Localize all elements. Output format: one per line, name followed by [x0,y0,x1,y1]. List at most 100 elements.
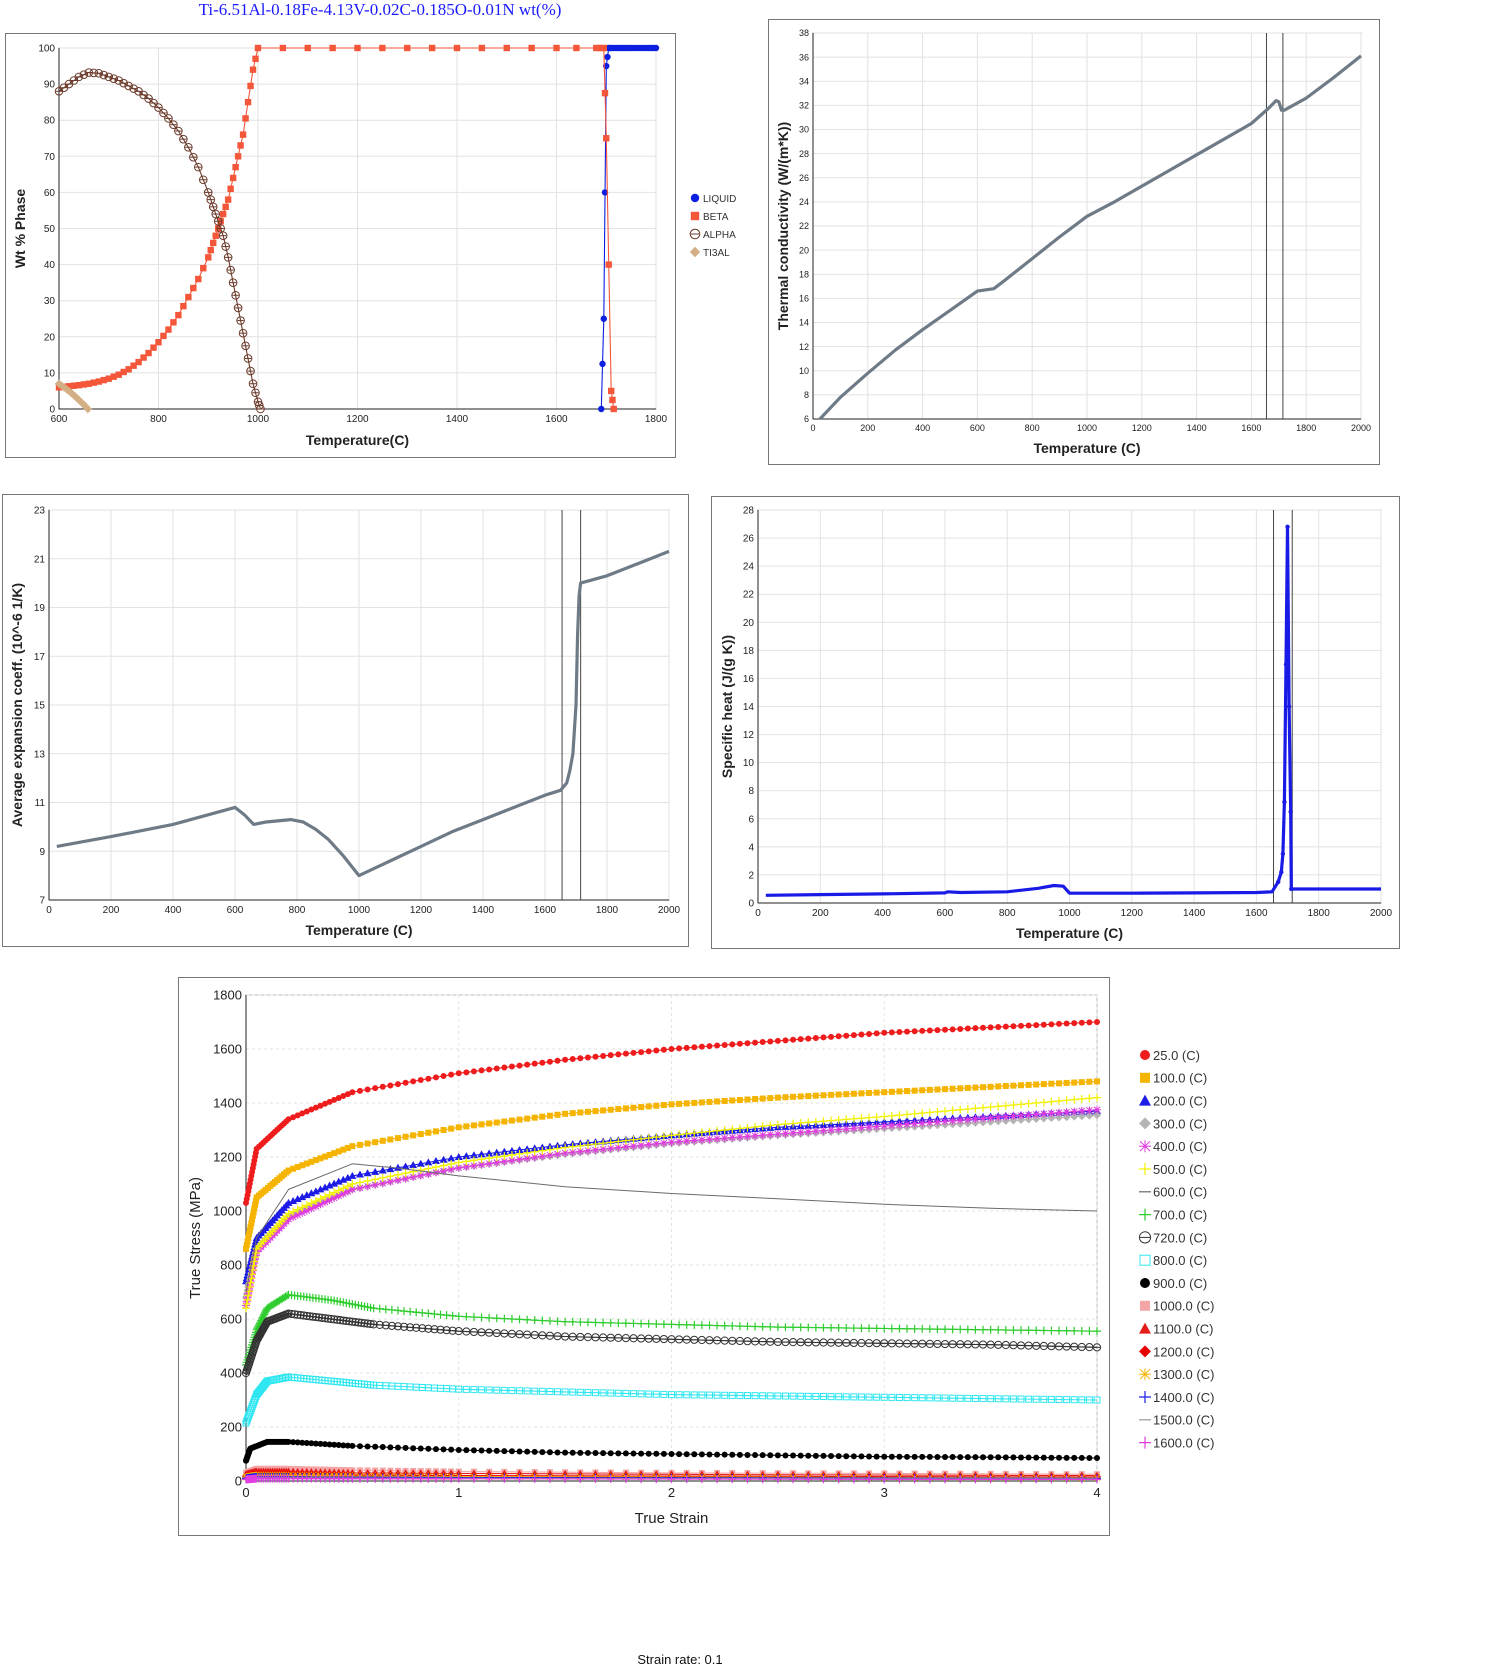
flow_stress-legend-label: 300.0 (C) [1153,1116,1207,1131]
phase-point [528,44,535,52]
flow_stress-point [857,1324,866,1333]
flow_stress-point [956,1105,965,1114]
flow_stress-point [986,1113,995,1122]
flow_stress-point [797,1452,804,1459]
flow_stress-point [321,1192,330,1201]
flow_stress-point [781,1129,790,1138]
flow_stress-point [987,1454,994,1461]
flow_stress-point [911,1028,918,1035]
flow_stress-point [925,1118,934,1127]
flow_stress-point [1085,1106,1094,1115]
flow_stress-point [355,1183,364,1192]
flow_stress-point [431,1163,440,1172]
flow_stress-point [294,1164,301,1171]
expansion-xtick-label: 2000 [658,905,681,916]
flow_stress-point [789,1323,798,1332]
flow_stress-point [312,1104,319,1111]
flow_stress-point [462,1152,471,1160]
flow_stress-point [782,1452,789,1459]
flow_stress-point [470,1386,478,1394]
flow_stress-point [344,1091,351,1098]
flow_stress-point [811,1127,820,1136]
flow_stress-point [308,1158,315,1165]
flow_stress-point [766,1392,774,1400]
flow_stress-point [751,1122,760,1131]
flow_stress-point [592,1108,599,1115]
flow_stress-point [1055,1113,1064,1122]
flow_stress-point [1056,1020,1063,1027]
flow_stress-point [1024,1326,1033,1335]
flow_stress-point [758,1322,767,1331]
flow_stress-point [796,1118,805,1127]
flow_stress-point [515,1474,524,1483]
flow_stress-point [401,1169,410,1178]
flow_stress-point [804,1323,813,1332]
flow_stress-point [903,1120,912,1129]
flow_stress-point [682,1320,691,1329]
thermal-ytick-label: 34 [799,76,809,86]
phase-point [170,319,177,326]
flow_stress-point [843,1091,850,1098]
flow_stress-point [1055,1096,1064,1105]
flow_stress-point [425,1445,432,1452]
flow_stress-point [721,1041,728,1048]
phase-legend-marker [689,246,701,258]
flow_stress-point [1062,1475,1071,1484]
flow_stress-legend-marker [1140,1278,1150,1288]
flow_stress-point [697,1475,706,1484]
flow_stress-point [1056,1080,1063,1087]
flow_stress-point [926,1027,933,1034]
flow_stress-point [562,1110,569,1117]
phase-point [85,380,93,387]
phase-point [83,404,93,414]
flow_stress-point [849,1114,858,1123]
phase-point [95,378,102,385]
flow_stress-point [849,1324,858,1333]
flow_stress-point [431,1168,440,1177]
flow_stress-point [393,1170,402,1179]
flow_stress-point [819,1323,828,1332]
specific_heat-xtick-label: 400 [874,908,891,919]
flow_stress-point [546,1449,553,1456]
flow_stress-point [554,1388,562,1396]
flow_stress-point [477,1313,486,1322]
flow_stress-point [409,1474,418,1483]
phase-point [453,44,461,52]
specific_heat-xtick-label: 2000 [1370,908,1393,919]
flow_stress-point [298,1193,307,1201]
flow_stress-point [857,1393,865,1401]
flow_stress-point [325,1196,334,1205]
flow_stress-point [477,1160,486,1169]
phase-point [428,44,436,52]
flow_stress-point [606,1475,615,1484]
phase-point [599,360,606,368]
flow_stress-point [941,1394,949,1402]
flow_stress-point [781,1323,790,1332]
flow_stress-point [606,1144,615,1153]
thermal-xtick-label: 1600 [1241,423,1261,433]
flow_stress-point [986,1475,995,1484]
specific_heat-ytick-label: 24 [743,562,755,573]
flow_stress-point [386,1172,395,1181]
flow_stress-point [971,1475,980,1484]
flow_stress-point [1017,1100,1026,1109]
flow_stress-point [880,1121,889,1130]
flow_stress-point [500,1152,509,1161]
flow_stress-point [569,1449,576,1456]
flow_stress-point [728,1391,736,1399]
phase-point [600,315,607,322]
flow_stress-point [363,1474,372,1483]
specific_heat-point [1276,879,1281,885]
phase-legend-label: LIQUID [703,194,736,205]
flow_stress-point [729,1097,736,1104]
flow_stress-point [919,1453,926,1460]
flow_stress-point [316,1200,325,1209]
flow_stress-point [736,1451,743,1458]
flow_stress-point [606,1318,615,1327]
flow_stress-point [401,1174,410,1183]
flow_stress-point [1025,1454,1032,1461]
flow_stress-point [454,1163,463,1172]
flow_stress-point [500,1147,509,1155]
flow_stress-point [865,1113,874,1122]
flow_stress-point [887,1111,896,1120]
